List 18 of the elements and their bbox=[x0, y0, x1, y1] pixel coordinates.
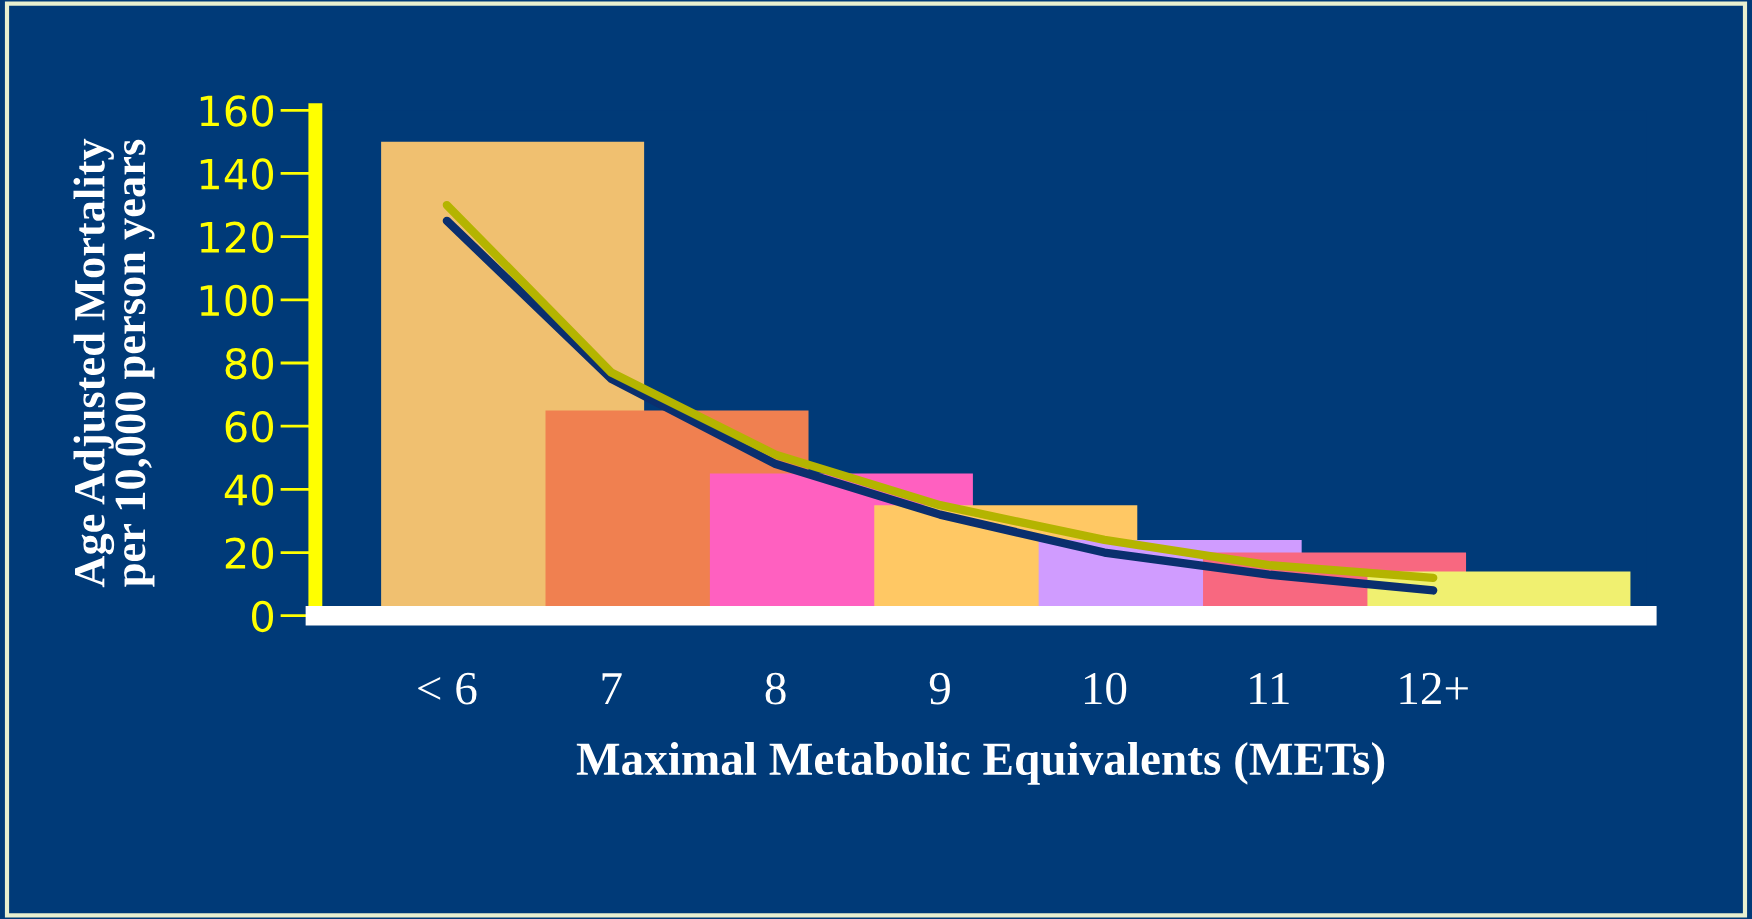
y-tick-label: 100 bbox=[200, 284, 274, 317]
y-tick-label: 80 bbox=[225, 347, 274, 380]
x-tick-label: 7 bbox=[602, 673, 622, 705]
y-tick-label: 60 bbox=[225, 411, 274, 443]
y-tick-label: 140 bbox=[200, 158, 274, 190]
x-axis-title: Maximal Metabolic Equivalents (METs) bbox=[576, 741, 1385, 785]
y-tick-label: 160 bbox=[200, 95, 274, 127]
x-tick-label: 12+ bbox=[1400, 672, 1468, 705]
x-tick-label: 11 bbox=[1250, 672, 1289, 705]
y-tick-label: 40 bbox=[224, 474, 274, 506]
x-tick-label: 10 bbox=[1084, 672, 1127, 705]
x-tick-label: 9 bbox=[929, 672, 950, 705]
y-tick-label: 0 bbox=[252, 600, 274, 633]
x-tick-label: < 6 bbox=[418, 672, 477, 705]
y-tick-label: 120 bbox=[200, 221, 274, 254]
y-tick-label: 20 bbox=[225, 537, 274, 569]
x-tick-label: 8 bbox=[765, 672, 786, 705]
y-axis-title: Age Adjusted Mortality per 10,000 person years bbox=[73, 138, 155, 588]
